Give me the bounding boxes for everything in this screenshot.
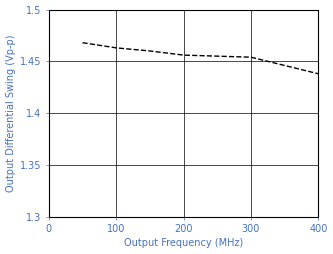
Y-axis label: Output Differential Swing (Vp-p): Output Differential Swing (Vp-p) [6, 34, 16, 192]
X-axis label: Output Frequency (MHz): Output Frequency (MHz) [124, 239, 243, 248]
